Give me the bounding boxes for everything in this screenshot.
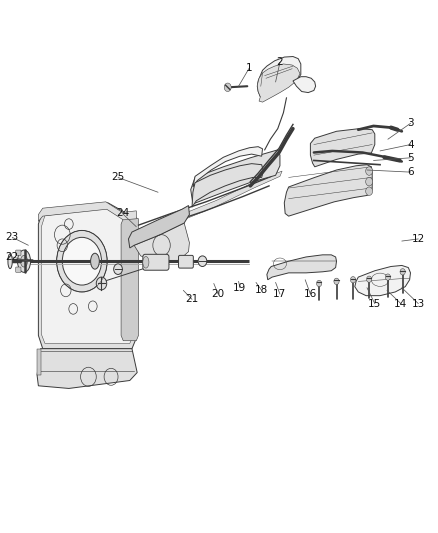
- Polygon shape: [39, 202, 136, 221]
- Text: 5: 5: [407, 153, 414, 163]
- Ellipse shape: [143, 256, 149, 268]
- Text: 14: 14: [394, 298, 407, 309]
- FancyBboxPatch shape: [143, 254, 169, 270]
- Circle shape: [224, 83, 231, 92]
- Text: 20: 20: [212, 289, 225, 299]
- Polygon shape: [192, 164, 263, 207]
- Circle shape: [198, 256, 207, 266]
- Text: 13: 13: [412, 298, 425, 309]
- Polygon shape: [42, 208, 133, 343]
- Circle shape: [367, 276, 372, 282]
- Text: 3: 3: [407, 118, 414, 128]
- Polygon shape: [257, 64, 300, 102]
- Text: 21: 21: [185, 294, 199, 304]
- Polygon shape: [257, 56, 301, 97]
- Circle shape: [366, 187, 373, 196]
- Circle shape: [114, 264, 122, 274]
- Text: 6: 6: [407, 167, 414, 177]
- Text: 12: 12: [412, 234, 425, 244]
- Ellipse shape: [8, 254, 12, 269]
- Text: 17: 17: [273, 289, 286, 299]
- Polygon shape: [134, 223, 189, 262]
- Circle shape: [57, 230, 107, 292]
- Ellipse shape: [91, 253, 99, 269]
- Circle shape: [366, 177, 373, 186]
- Circle shape: [350, 277, 356, 283]
- Text: 24: 24: [116, 208, 129, 219]
- Polygon shape: [128, 206, 189, 248]
- Text: 19: 19: [233, 282, 247, 293]
- Circle shape: [385, 274, 391, 280]
- Text: 23: 23: [6, 232, 19, 243]
- Polygon shape: [39, 203, 136, 349]
- FancyBboxPatch shape: [16, 267, 21, 272]
- Polygon shape: [267, 255, 336, 280]
- Text: 18: 18: [255, 285, 268, 295]
- Polygon shape: [37, 349, 42, 375]
- Circle shape: [366, 167, 373, 175]
- Polygon shape: [355, 265, 410, 296]
- Circle shape: [96, 277, 107, 290]
- Text: 15: 15: [368, 298, 381, 309]
- Polygon shape: [311, 128, 375, 167]
- Text: 16: 16: [304, 289, 317, 299]
- Circle shape: [334, 278, 339, 285]
- Circle shape: [62, 237, 102, 285]
- Polygon shape: [140, 171, 282, 235]
- Polygon shape: [293, 77, 316, 93]
- Circle shape: [400, 269, 405, 275]
- Text: 4: 4: [407, 140, 414, 150]
- Text: 25: 25: [111, 172, 125, 182]
- Ellipse shape: [21, 255, 28, 267]
- Polygon shape: [121, 216, 138, 341]
- Polygon shape: [37, 349, 137, 389]
- Text: 2: 2: [277, 58, 283, 67]
- Polygon shape: [193, 147, 262, 187]
- Circle shape: [317, 280, 322, 287]
- Text: 22: 22: [6, 252, 19, 262]
- FancyBboxPatch shape: [16, 250, 21, 255]
- FancyBboxPatch shape: [179, 255, 193, 268]
- Ellipse shape: [18, 250, 31, 272]
- Polygon shape: [284, 165, 372, 216]
- Text: 1: 1: [246, 63, 253, 72]
- Polygon shape: [191, 150, 280, 204]
